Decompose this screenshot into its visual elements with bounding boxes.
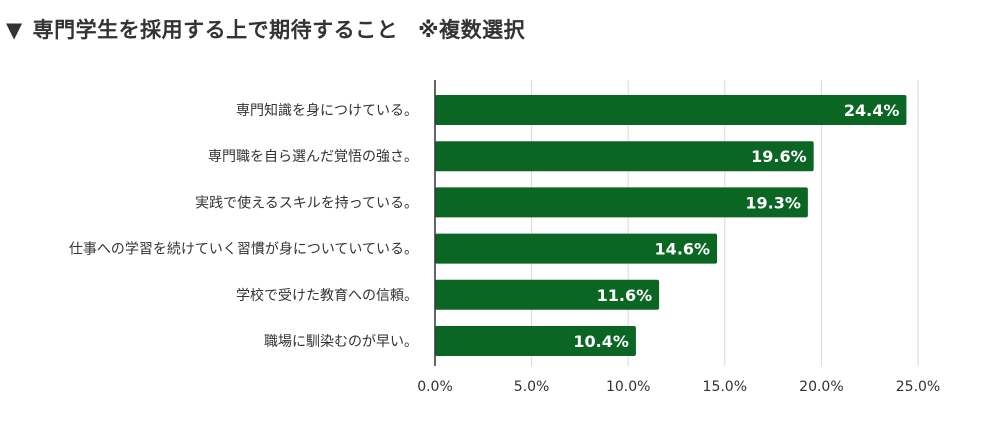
bar <box>435 187 808 218</box>
data-label: 14.6% <box>655 240 711 259</box>
category-label: 専門職を自ら選んだ覚悟の強さ。 <box>208 149 418 165</box>
x-tick-label: 0.0% <box>417 379 453 395</box>
category-label: 職場に馴染むのが早い。 <box>264 334 418 350</box>
category-label: 専門知識を身につけている。 <box>236 102 418 119</box>
category-label: 学校で受けた教育への信頼。 <box>236 287 418 304</box>
data-label: 24.4% <box>844 101 900 120</box>
x-tick-label: 20.0% <box>799 379 843 395</box>
bar <box>435 95 907 125</box>
x-tick-label: 15.0% <box>703 379 747 395</box>
data-label: 19.3% <box>745 193 801 212</box>
chart-title: ▼ 専門学生を採用する上で期待すること ※複数選択 <box>6 14 525 44</box>
data-label: 10.4% <box>573 332 629 351</box>
category-label: 実践で使えるスキルを持っている。 <box>195 194 418 211</box>
chart-title-text: 専門学生を採用する上で期待すること <box>32 18 399 42</box>
category-label: 仕事への学習を続けていく習慣が身についていている。 <box>69 241 418 258</box>
bar <box>435 141 814 172</box>
triangle-down-icon: ▼ <box>6 18 23 42</box>
x-tick-label: 25.0% <box>896 379 940 395</box>
data-label: 19.6% <box>751 147 807 166</box>
x-tick-label: 5.0% <box>514 379 550 395</box>
bar <box>435 326 636 356</box>
chart-title-note: ※複数選択 <box>418 18 526 42</box>
x-tick-label: 10.0% <box>606 379 650 395</box>
bar <box>435 233 718 264</box>
bar <box>435 279 660 310</box>
data-label: 11.6% <box>597 286 653 305</box>
